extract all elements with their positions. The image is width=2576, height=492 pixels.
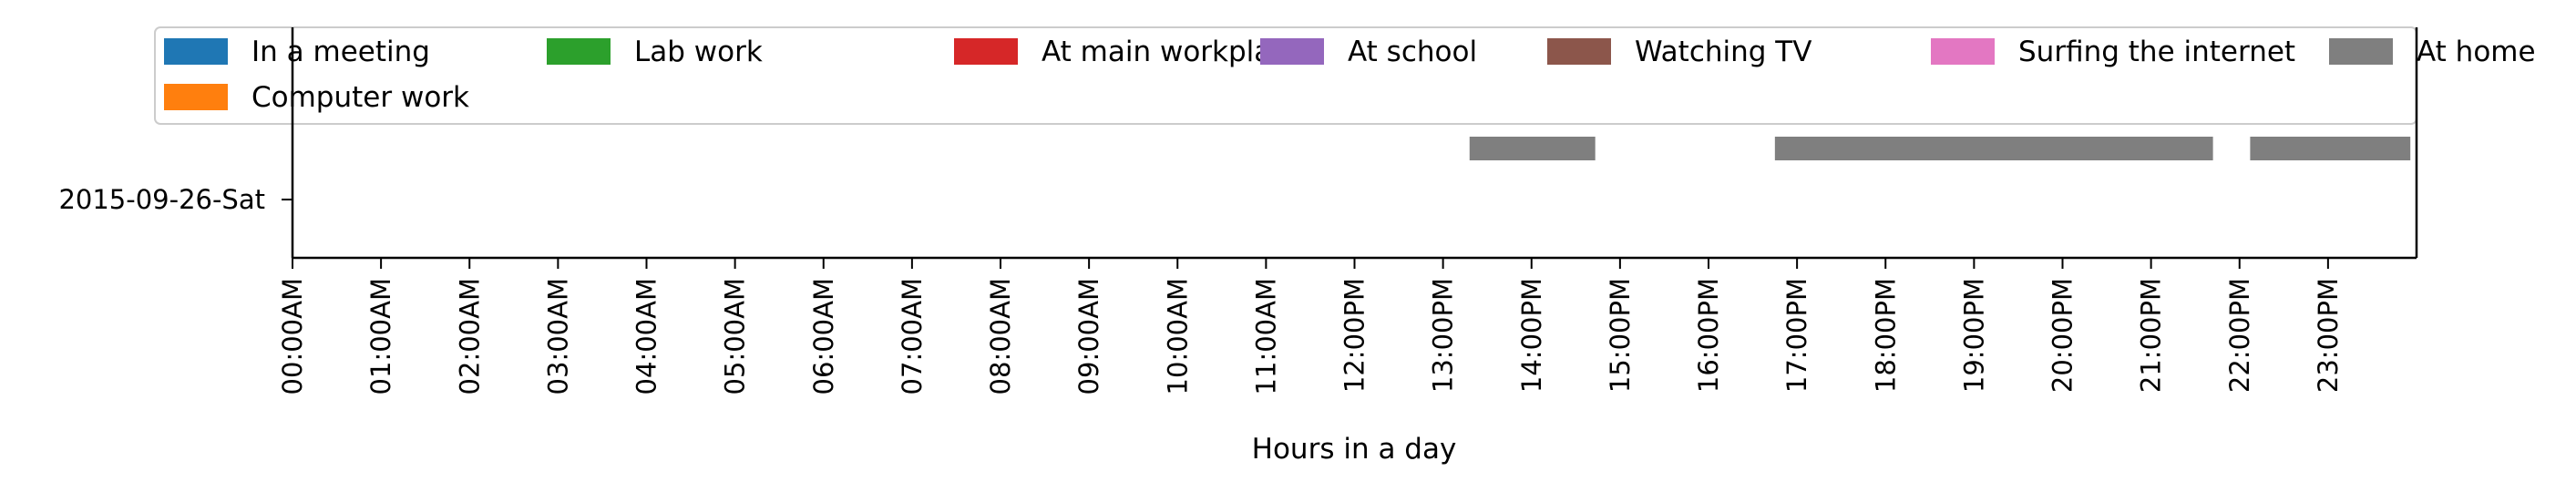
x-tick-label: 10:00AM [1162, 278, 1193, 395]
x-tick-label: 18:00PM [1870, 278, 1901, 393]
x-tick-label: 12:00PM [1339, 278, 1370, 393]
x-tick-label: 21:00PM [2136, 278, 2167, 393]
legend-label: Watching TV [1635, 36, 1811, 68]
legend-swatch [954, 38, 1018, 65]
x-tick-label: 08:00AM [985, 278, 1016, 395]
x-tick-label: 23:00PM [2313, 278, 2344, 393]
legend-swatch [164, 38, 228, 65]
y-axis-ticks: 2015-09-26-Sat [58, 184, 292, 215]
bar-at-home-0 [1469, 137, 1596, 160]
legend-label: Computer work [251, 81, 469, 114]
legend-label: At home [2417, 36, 2536, 68]
x-tick-label: 00:00AM [277, 278, 308, 395]
legend-swatch [2329, 38, 2393, 65]
bar-at-home-1 [1774, 137, 2213, 160]
legend-swatch [547, 38, 611, 65]
x-tick-label: 16:00PM [1693, 278, 1724, 393]
legend-label: In a meeting [251, 36, 430, 68]
legend-label: Surfing the internet [2018, 36, 2295, 68]
bar-at-home-2 [2250, 137, 2411, 160]
x-tick-label: 04:00AM [631, 278, 662, 395]
x-tick-label: 22:00PM [2224, 278, 2255, 393]
x-tick-label: 09:00AM [1073, 278, 1104, 395]
x-tick-label: 11:00AM [1250, 278, 1281, 395]
x-tick-label: 17:00PM [1781, 278, 1812, 393]
x-tick-label: 15:00PM [1605, 278, 1636, 393]
legend-swatch [1931, 38, 1995, 65]
x-tick-label: 06:00AM [808, 278, 839, 395]
legend-swatch [1547, 38, 1611, 65]
x-axis-label: Hours in a day [1252, 433, 1457, 466]
legend-swatch [1260, 38, 1324, 65]
x-axis-ticks: 00:00AM 01:00AM 02:00AM 03:00AM 04:00AM 05:00… [277, 258, 2344, 395]
x-tick-label: 07:00AM [897, 278, 928, 395]
x-tick-label: 14:00PM [1516, 278, 1547, 393]
legend-swatch [164, 84, 228, 110]
x-tick-label: 01:00AM [365, 278, 396, 395]
x-tick-label: 05:00AM [720, 278, 751, 395]
x-tick-label: 02:00AM [454, 278, 485, 395]
legend-label: Lab work [634, 36, 763, 68]
x-tick-label: 03:00AM [542, 278, 573, 395]
x-tick-label: 13:00PM [1428, 278, 1459, 393]
x-tick-label: 20:00PM [2047, 278, 2078, 393]
x-tick-label: 19:00PM [1958, 278, 1989, 393]
y-tick-label: 2015-09-26-Sat [58, 184, 265, 215]
legend-label: At school [1348, 36, 1477, 68]
legend: In a meeting Lab work At main workplace At … [154, 26, 2536, 125]
